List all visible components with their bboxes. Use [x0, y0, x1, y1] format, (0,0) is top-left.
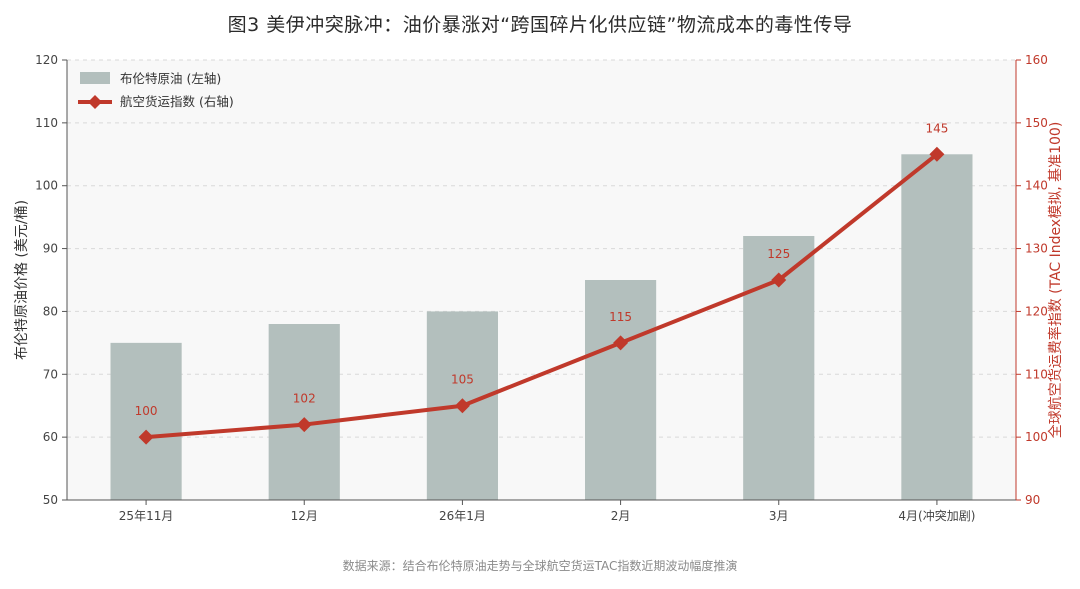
- tick-label-right: 140: [1025, 179, 1048, 193]
- legend: 布伦特原油 (左轴) 航空货运指数 (右轴): [78, 71, 234, 109]
- tick-label-right: 110: [1025, 367, 1048, 381]
- bar: [268, 324, 340, 500]
- source-note: 数据来源：结合布伦特原油走势与全球航空货运TAC指数近期波动幅度推演: [342, 559, 738, 573]
- y-axis-label-left: 布伦特原油价格 (美元/桶): [14, 200, 30, 360]
- tick-label-left: 110: [35, 116, 58, 130]
- data-label: 102: [293, 392, 316, 406]
- tick-label-right: 100: [1025, 430, 1048, 444]
- legend-label-bar: 布伦特原油 (左轴): [120, 71, 221, 86]
- line-series: 100 102 105 115 125 145: [135, 121, 948, 445]
- series-line: [145, 152, 939, 440]
- tick-label-x: 3月: [769, 509, 789, 523]
- line-point: [771, 272, 787, 288]
- tick-label-left: 120: [35, 53, 58, 67]
- data-label: 145: [925, 121, 948, 135]
- bar: [110, 342, 182, 500]
- line-point: [296, 417, 312, 433]
- tick-label-right: 120: [1025, 304, 1048, 318]
- tick-label-left: 100: [35, 179, 58, 193]
- data-label: 115: [609, 310, 632, 324]
- axes: 50 60 70 80 90 100 110 120 90 100 110 120 130 140 150 1…: [14, 53, 1064, 523]
- line-point: [454, 398, 470, 414]
- chart-title: 图3 美伊冲突脉冲：油价暴涨对“跨国碎片化供应链”物流成本的毒性传导: [227, 14, 853, 36]
- line-point: [613, 335, 629, 351]
- plot-area: [67, 60, 1016, 500]
- legend-label-line: 航空货运指数 (右轴): [120, 94, 234, 109]
- tick-label-x: 2月: [611, 509, 631, 523]
- tick-label-right: 160: [1025, 53, 1048, 67]
- tick-label-x: 25年11月: [119, 509, 174, 523]
- tick-label-left: 80: [43, 304, 58, 318]
- tick-label-x: 26年1月: [439, 509, 486, 523]
- tick-label-left: 50: [43, 493, 58, 507]
- tick-label-left: 70: [43, 367, 58, 381]
- tick-label-x: 12月: [291, 509, 318, 523]
- y-axis-label-right: 全球航空货运费率指数 (TAC Index模拟, 基准100): [1047, 122, 1064, 439]
- tick-label-right: 130: [1025, 242, 1048, 256]
- bar: [584, 280, 657, 500]
- data-label: 105: [451, 373, 474, 387]
- tick-label-right: 90: [1025, 493, 1040, 507]
- line-point: [138, 429, 154, 445]
- bar-series: [110, 154, 973, 501]
- data-label: 125: [767, 247, 790, 261]
- data-label: 100: [135, 404, 158, 418]
- legend-marker: [88, 95, 102, 109]
- legend-swatch-bar: [80, 72, 110, 84]
- tick-label-x: 4月(冲突加剧): [898, 508, 975, 523]
- tick-label-right: 150: [1025, 116, 1048, 130]
- tick-label-left: 60: [43, 430, 58, 444]
- bar: [901, 154, 973, 501]
- line-point: [929, 146, 945, 162]
- tick-label-left: 90: [43, 242, 58, 256]
